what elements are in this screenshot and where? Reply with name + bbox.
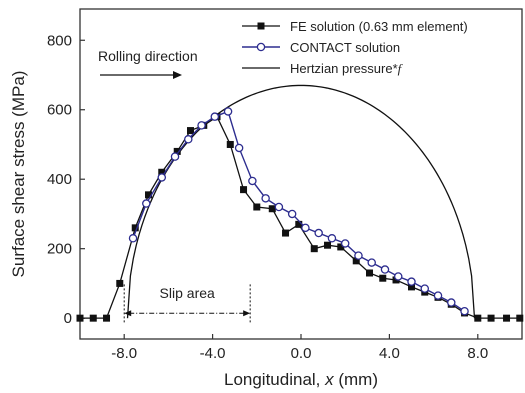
fe-point bbox=[352, 257, 360, 265]
x-axis-label: Longitudinal, x (mm) bbox=[224, 370, 378, 389]
contact-point bbox=[248, 176, 257, 186]
fe-point bbox=[103, 314, 111, 322]
contact-point bbox=[447, 298, 456, 307]
contact-point bbox=[197, 121, 206, 130]
contact-point bbox=[340, 239, 350, 248]
fe-point bbox=[89, 314, 97, 322]
contact-point bbox=[460, 306, 469, 316]
contact-point bbox=[261, 194, 270, 203]
legend: FE solution (0.63 mm element) CONTACT sol… bbox=[242, 19, 468, 76]
legend-hertz-label: Hertzian pressure*f bbox=[290, 61, 404, 76]
contact-point bbox=[420, 284, 430, 293]
y-tick-label: 800 bbox=[47, 32, 72, 49]
fe-point bbox=[295, 220, 303, 228]
legend-fe-label: FE solution (0.63 mm element) bbox=[290, 19, 468, 34]
slip-area-label: Slip area bbox=[160, 285, 215, 301]
legend-hertz-label-text: Hertzian pressure* bbox=[290, 61, 398, 76]
y-axis-label: Surface shear stress (MPa) bbox=[9, 71, 28, 278]
plot-area-frame bbox=[79, 8, 523, 340]
fe-point bbox=[408, 283, 415, 291]
fe-point bbox=[379, 274, 387, 282]
contact-point bbox=[287, 209, 297, 219]
contact-point bbox=[210, 112, 220, 121]
fe-point bbox=[240, 186, 248, 194]
fe-point bbox=[173, 147, 181, 155]
fe-point bbox=[503, 314, 511, 322]
legend-fe-marker bbox=[257, 22, 265, 30]
hertzian-series bbox=[126, 84, 476, 319]
contact-point bbox=[142, 199, 151, 208]
x-axis-label-main: Longitudinal, bbox=[224, 370, 325, 389]
fe-point bbox=[158, 168, 166, 176]
y-tick-label: 0 bbox=[64, 310, 72, 327]
fe-point bbox=[116, 279, 124, 287]
axis-ticks: -8.0 -4.0 0.0 4.0 8.0 0 200 400 600 800 bbox=[47, 32, 488, 362]
fe-point bbox=[145, 191, 153, 199]
rolling-direction-label: Rolling direction bbox=[98, 48, 198, 64]
x-tick-label: 0.0 bbox=[291, 345, 312, 362]
slip-arrow-left bbox=[124, 310, 132, 317]
fe-point bbox=[226, 140, 234, 148]
contact-point bbox=[223, 107, 233, 116]
contact-point bbox=[274, 202, 284, 212]
contact-point bbox=[407, 277, 416, 286]
legend-contact-label: CONTACT solution bbox=[290, 40, 400, 55]
legend-contact-marker bbox=[256, 42, 266, 52]
fe-point bbox=[187, 127, 194, 135]
fe-point bbox=[474, 314, 482, 322]
fe-point bbox=[487, 314, 495, 322]
x-tick-label: -4.0 bbox=[200, 345, 226, 362]
annotations: Rolling direction Slip area bbox=[98, 48, 251, 323]
fe-point bbox=[310, 245, 318, 253]
y-tick-label: 200 bbox=[47, 241, 72, 258]
slip-arrow-right bbox=[243, 310, 251, 317]
contact-point bbox=[433, 291, 443, 300]
y-tick-label: 600 bbox=[47, 102, 72, 119]
contact-solution-series bbox=[128, 107, 469, 316]
x-tick-label: -8.0 bbox=[111, 345, 137, 362]
fe-point bbox=[131, 224, 139, 232]
fe-point bbox=[253, 203, 261, 211]
legend-hertz-label-f: f bbox=[398, 61, 404, 76]
fe-point bbox=[282, 229, 290, 237]
fe-point bbox=[76, 314, 84, 322]
x-tick-label: 8.0 bbox=[467, 345, 488, 362]
contact-point bbox=[301, 223, 310, 233]
rolling-arrow-head bbox=[173, 71, 182, 79]
contact-point bbox=[234, 143, 244, 153]
contact-point bbox=[354, 251, 363, 260]
fe-point bbox=[324, 241, 332, 249]
contact-point bbox=[184, 135, 193, 144]
contact-point bbox=[128, 234, 138, 243]
contact-point bbox=[157, 173, 167, 182]
contact-point bbox=[170, 152, 180, 161]
contact-point bbox=[380, 265, 390, 274]
x-axis-label-var: x bbox=[324, 370, 334, 389]
contact-point bbox=[327, 234, 337, 243]
fe-point bbox=[268, 205, 276, 213]
contact-point bbox=[393, 272, 403, 281]
y-tick-label: 400 bbox=[47, 171, 72, 188]
fe-point bbox=[366, 269, 374, 277]
hertzian-curve bbox=[126, 84, 476, 319]
contact-point bbox=[367, 258, 376, 267]
fe-point bbox=[516, 314, 524, 322]
contact-point bbox=[314, 228, 323, 238]
x-axis-label-unit: (mm) bbox=[334, 370, 378, 389]
fe-point bbox=[337, 243, 345, 251]
x-tick-label: 4.0 bbox=[379, 345, 400, 362]
